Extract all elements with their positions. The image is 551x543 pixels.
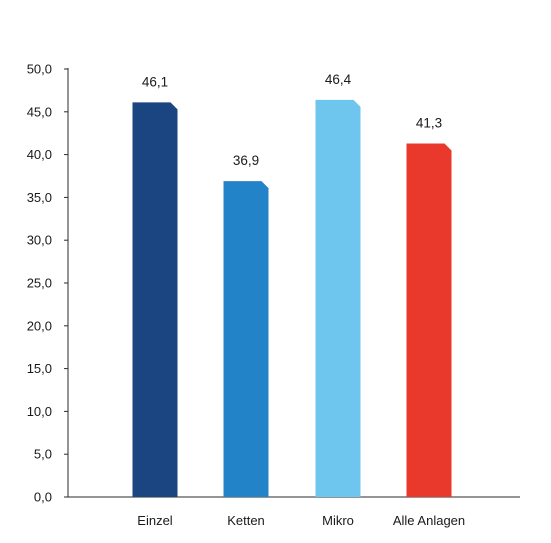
bar xyxy=(132,102,178,497)
data-label: 46,4 xyxy=(325,72,352,87)
category-label: Einzel xyxy=(137,513,173,528)
y-tick-label: 35,0 xyxy=(27,190,52,205)
category-label: Mikro xyxy=(322,513,354,528)
y-tick-label: 30,0 xyxy=(27,233,52,248)
category-labels: Einzel Ketten Mikro Alle Anlagen xyxy=(137,513,465,528)
bars xyxy=(132,99,452,498)
y-tick-label: 15,0 xyxy=(27,361,52,376)
y-tick-label: 0,0 xyxy=(34,490,52,505)
bar xyxy=(223,181,269,498)
y-tick-label: 45,0 xyxy=(27,104,52,119)
data-label: 41,3 xyxy=(416,115,442,130)
bar xyxy=(315,99,361,497)
y-tick-label: 5,0 xyxy=(34,447,52,462)
value-labels: 46,1 36,9 46,4 41,3 xyxy=(142,72,442,168)
bar xyxy=(406,143,452,498)
y-tick-label: 40,0 xyxy=(27,147,52,162)
data-label: 46,1 xyxy=(142,74,168,89)
y-tick-label: 20,0 xyxy=(27,318,52,333)
data-label: 36,9 xyxy=(233,153,259,168)
category-label: Ketten xyxy=(227,513,265,528)
y-tick-label: 10,0 xyxy=(27,404,52,419)
category-label: Alle Anlagen xyxy=(393,513,465,528)
y-tick-label: 25,0 xyxy=(27,276,52,291)
y-axis: 0,0 5,0 10,0 15,0 20,0 25,0 30,0 35,0 40,0 45,0 50… xyxy=(27,62,69,505)
y-tick-label: 50,0 xyxy=(27,62,52,77)
